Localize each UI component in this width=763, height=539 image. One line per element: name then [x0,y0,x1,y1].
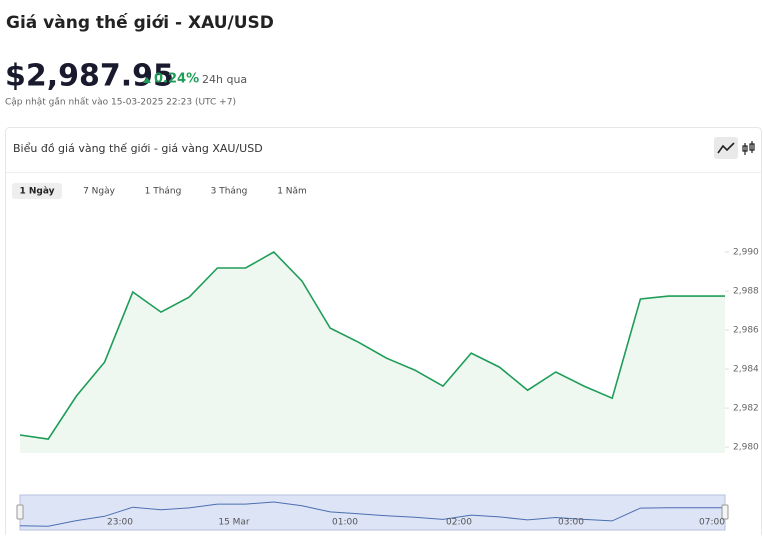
navigator-label: 01:00 [332,518,358,528]
y-tick-label: 2,980 [733,443,759,453]
y-tick-label: 2,986 [733,326,759,336]
line [19,250,725,440]
y-tick-label: 2,984 [733,365,759,375]
navigator-handle [721,504,729,520]
plot: 2,980 2,982 2,984 2,986 2,988 2,990 23:00 15 Ma… [16,248,759,531]
tab[interactable]: 1 Tháng [145,187,182,197]
y-tick-label: 2,988 [733,287,759,297]
tab-active-bg [12,183,62,199]
navigator-label: 03:00 [558,518,584,528]
navigator-line [19,501,725,527]
navigator-label: 15 Mar [218,518,250,528]
tab[interactable]: 7 Ngày [83,187,116,197]
card-title: Biểu đồ giá vàng thế giới - giá vàng XAU… [13,142,263,155]
navigator-label: 23:00 [107,518,133,528]
y-tick-label: 2,982 [733,404,759,414]
period: 24h qua [202,73,247,86]
area [20,252,725,453]
updated: Cập nhật gần nhất vào 15-03-2025 22:23 (… [5,97,236,108]
change: 0.24% [154,72,199,87]
y-tick-label: 2,990 [733,248,759,258]
page-title: Giá vàng thế giới - XAU/USD [6,12,274,33]
navigator-label: 07:00 [699,518,725,528]
navigator-label: 02:00 [446,518,472,528]
tab[interactable]: 1 Năm [277,187,307,197]
navigator-handle [16,504,24,520]
tab[interactable]: 1 Ngày [19,187,54,197]
navigator [19,494,726,531]
candle-chart-button[interactable] [742,141,755,155]
up-arrow [143,77,151,83]
tab[interactable]: 3 Tháng [211,187,248,197]
line-icon [717,142,735,154]
price: $2,987.95 [5,59,174,94]
